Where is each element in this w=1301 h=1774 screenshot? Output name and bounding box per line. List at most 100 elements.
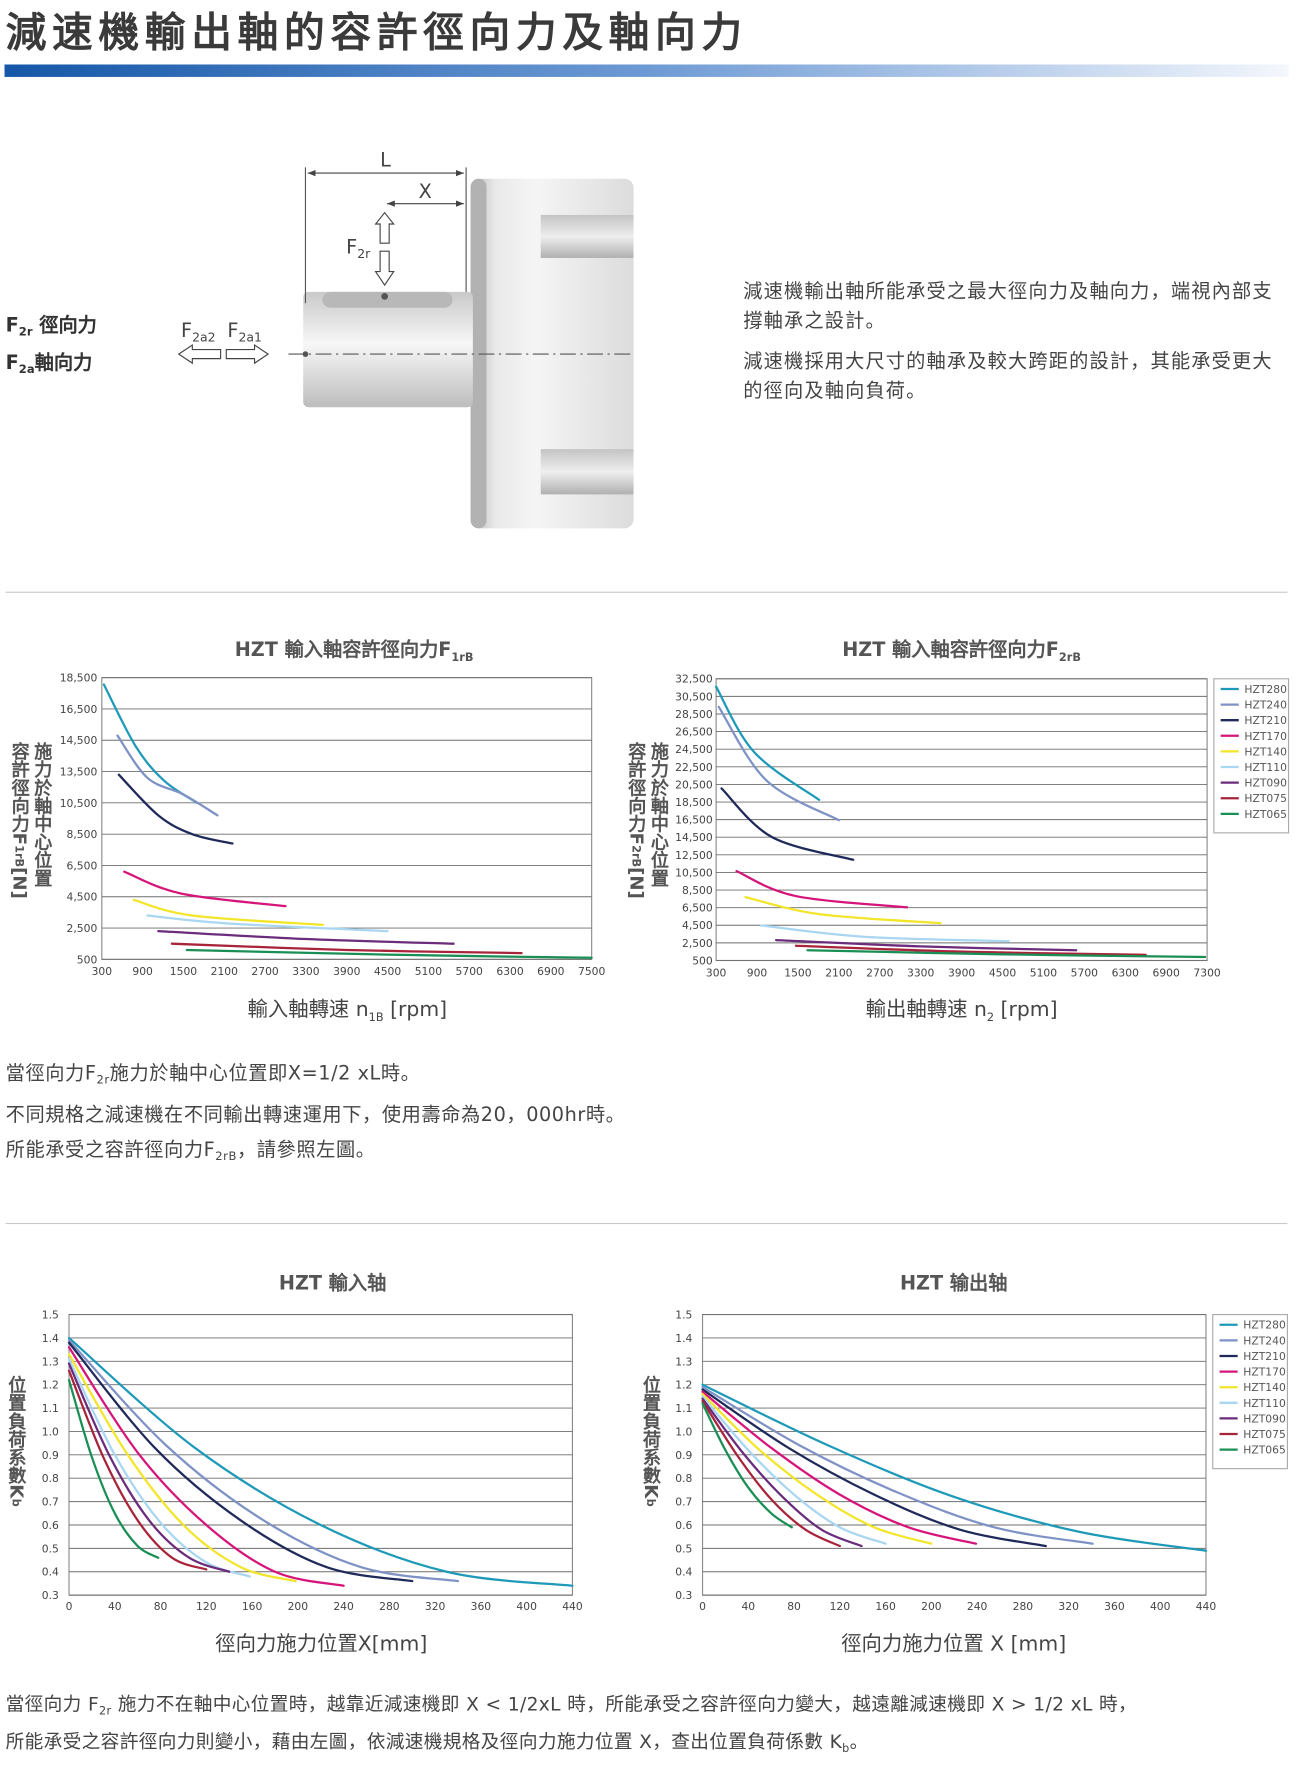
y-tick-label: 4,500 xyxy=(67,891,98,904)
y-tick-label: 2,500 xyxy=(67,922,98,935)
text-line: F2a軸向力 xyxy=(6,348,97,385)
y-tick-label: 10,500 xyxy=(60,797,98,810)
text-line: 當徑向力F2r施力於軸中心位置即X=1/2 xL時。 xyxy=(6,1057,626,1098)
text-run: [N] xyxy=(625,867,646,899)
legend-label: HZT090 xyxy=(1244,777,1287,790)
divider xyxy=(5,591,1288,593)
y-tick-label: 6,500 xyxy=(682,902,713,915)
series-line xyxy=(701,1383,1208,1552)
y-tick-label: 1.0 xyxy=(675,1425,692,1438)
text-run: 1B xyxy=(369,1011,384,1024)
x-tick-label: 5100 xyxy=(1030,966,1057,979)
legend-label: HZT170 xyxy=(1244,730,1287,743)
y-tick-label: 0.7 xyxy=(42,1496,59,1509)
y-tick-label: 0.8 xyxy=(675,1472,692,1485)
text-run: 2a xyxy=(18,363,35,376)
text-run: 2r xyxy=(99,1705,112,1718)
x-tick-label: 80 xyxy=(787,1600,801,1613)
x-tick-label: 900 xyxy=(747,966,768,979)
x-tick-label: 40 xyxy=(108,1600,122,1613)
description: 減速機輸出軸所能承受之最大徑向力及軸向力，端視內部支撐軸承之設計。 減速機採用大尺… xyxy=(743,277,1284,417)
y-axis-label: 位置負荷系數K b xyxy=(5,1375,26,1507)
x-tick-label: 6900 xyxy=(1153,966,1180,979)
x-tick-label: 6900 xyxy=(537,965,564,978)
force-label: F2a1 xyxy=(227,319,262,345)
series-line xyxy=(701,1385,1094,1545)
text-run: 2a1 xyxy=(238,330,261,345)
shaft xyxy=(303,291,473,408)
y-tick-label: 32,500 xyxy=(675,673,713,686)
force-label: F2a2 xyxy=(181,319,216,345)
y-tick-label: 1.4 xyxy=(42,1332,59,1345)
chart-title: HZT 輸入軸容許徑向力F1rB xyxy=(235,638,474,664)
x-tick-label: 2700 xyxy=(866,966,893,979)
series-line xyxy=(123,870,287,908)
chart-title: HZT 輸入轴 xyxy=(279,1272,386,1295)
series-line xyxy=(794,944,1147,956)
dimension-label: X xyxy=(419,180,432,203)
force-arrow xyxy=(177,343,222,365)
y-tick-label: 6,500 xyxy=(67,859,98,872)
text-run: HZT 输出轴 xyxy=(900,1272,1007,1295)
text-run: HZT 輸入轴 xyxy=(279,1272,386,1295)
legend-label: HZT280 xyxy=(1243,1319,1286,1332)
text-run: 。 xyxy=(849,1731,869,1753)
y-tick-label: 24,500 xyxy=(675,743,713,756)
force-arrow xyxy=(374,250,395,287)
text-run: 容許徑向力F xyxy=(625,741,647,845)
title-bar xyxy=(4,64,1289,77)
x-tick-label: 5700 xyxy=(1071,966,1098,979)
y-axis-label: 施力於軸中心位置 xyxy=(31,741,52,887)
plot-area xyxy=(101,677,593,960)
text-run: 2r xyxy=(357,246,371,261)
x-tick-label: 3300 xyxy=(292,965,319,978)
x-tick-label: 240 xyxy=(967,1600,988,1613)
y-axis-label: 位置負荷系數K b xyxy=(640,1375,661,1507)
force-legend: F2r 徑向力 F2a軸向力 xyxy=(6,311,97,385)
x-tick-label: 5700 xyxy=(456,965,483,978)
load-point xyxy=(381,293,389,300)
y-tick-label: 500 xyxy=(692,954,713,967)
series-line xyxy=(132,898,325,927)
text-run: 施力不在軸中心位置時，越靠近減速機即 X < 1/2xL 時，所能承受之容許徑向… xyxy=(111,1693,1137,1716)
y-tick-label: 2,500 xyxy=(682,937,713,950)
series-line xyxy=(717,705,840,822)
chart-title: HZT 输出轴 xyxy=(900,1272,1007,1295)
chart: 0.3 0.4 0.5 0.6 0.7 0.8 0.9 1.0 1.1 1.2 1.3 1.4 1.5 0… xyxy=(640,1272,1288,1656)
text-run: F xyxy=(346,235,357,258)
y-tick-label: 1.1 xyxy=(675,1402,692,1415)
text-run: 2rB xyxy=(629,845,642,867)
y-tick-label: 10,500 xyxy=(675,866,713,879)
y-tick-label: 1.5 xyxy=(675,1309,692,1322)
series-line xyxy=(117,773,234,845)
x-tick-label: 0 xyxy=(699,1600,706,1613)
y-tick-label: 4,500 xyxy=(682,919,713,932)
text-run: [rpm] xyxy=(384,997,447,1021)
x-tick-label: 2100 xyxy=(211,965,238,978)
series-line xyxy=(67,1341,414,1583)
y-axis-label: 施力於軸中心位置 xyxy=(648,741,669,887)
y-tick-label: 0.5 xyxy=(675,1542,692,1555)
x-tick-label: 7500 xyxy=(578,965,605,978)
legend-label: HZT110 xyxy=(1243,1397,1286,1410)
text-run: 2 xyxy=(987,1011,994,1024)
page-title: 減速機輸出軸的容許徑向力及軸向力 xyxy=(5,10,748,57)
text-run: 1rB xyxy=(451,651,473,664)
series-line xyxy=(806,949,1207,959)
series-line xyxy=(714,685,821,801)
y-tick-label: 0.3 xyxy=(42,1589,59,1602)
x-tick-label: 440 xyxy=(1196,1600,1217,1613)
y-tick-label: 14,500 xyxy=(60,734,98,747)
x-tick-label: 400 xyxy=(1150,1600,1171,1613)
x-tick-label: 1500 xyxy=(170,965,197,978)
y-tick-label: 0.4 xyxy=(675,1566,692,1579)
chart: 500 2,500 4,500 6,500 8,500 10,500 13,500 14,50… xyxy=(9,638,606,1024)
x-tick-label: 200 xyxy=(288,1600,309,1613)
legend-label: HZT280 xyxy=(1244,683,1287,696)
text-run: 1rB xyxy=(13,845,26,867)
series-line xyxy=(720,787,855,861)
x-tick-label: 300 xyxy=(92,965,113,978)
text-run: 位置負荷系數K xyxy=(5,1375,26,1500)
legend-label: HZT075 xyxy=(1244,792,1286,805)
